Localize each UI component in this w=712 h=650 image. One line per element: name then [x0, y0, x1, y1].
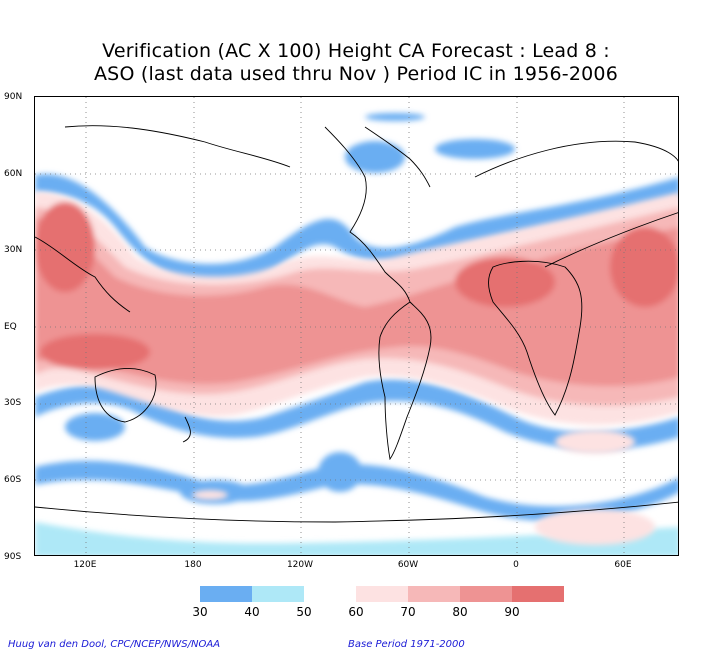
verification-map — [34, 96, 679, 556]
credit-text: Huug van den Dool, CPC/NCEP/NWS/NOAA — [8, 639, 221, 650]
lat-tick-label: EQ — [4, 322, 17, 332]
lon-tick-label: 60W — [397, 560, 419, 570]
map-canvas — [35, 97, 678, 555]
legend-swatch — [460, 586, 512, 602]
legend-label: 80 — [452, 605, 468, 619]
legend-swatch — [356, 586, 408, 602]
lat-tick-label: 30N — [4, 245, 23, 255]
legend-label: 70 — [400, 605, 416, 619]
legend-label: 40 — [244, 605, 260, 619]
legend-swatch — [200, 586, 252, 602]
skill-contours-high — [35, 192, 678, 545]
lat-tick-label: 90N — [4, 92, 23, 102]
legend-label: 50 — [296, 605, 312, 619]
coastlines — [35, 125, 678, 523]
legend-swatch — [304, 586, 356, 602]
lat-tick-label: 90S — [4, 552, 22, 562]
lon-tick-label: 0 — [513, 560, 519, 570]
lon-tick-label: 180 — [184, 560, 202, 570]
lat-tick-label: 60S — [4, 475, 22, 485]
lat-tick-label: 60N — [4, 169, 23, 179]
lon-tick-label: 120W — [286, 560, 314, 570]
legend-label: 90 — [504, 605, 520, 619]
legend-swatch — [252, 586, 304, 602]
lon-tick-label: 120E — [73, 560, 97, 570]
legend-label: 60 — [348, 605, 364, 619]
legend-label: 30 — [192, 605, 208, 619]
map-graticule — [35, 97, 678, 555]
color-legend — [200, 586, 564, 602]
legend-swatch — [512, 586, 564, 602]
legend-swatch — [408, 586, 460, 602]
chart-title-line-1: Verification (AC X 100) Height CA Foreca… — [102, 40, 610, 62]
chart-title-line-2: ASO (last data used thru Nov ) Period IC… — [93, 63, 619, 85]
lon-tick-label: 60E — [614, 560, 632, 570]
base-period-text: Base Period 1971-2000 — [348, 639, 465, 650]
lat-tick-label: 30S — [4, 398, 22, 408]
